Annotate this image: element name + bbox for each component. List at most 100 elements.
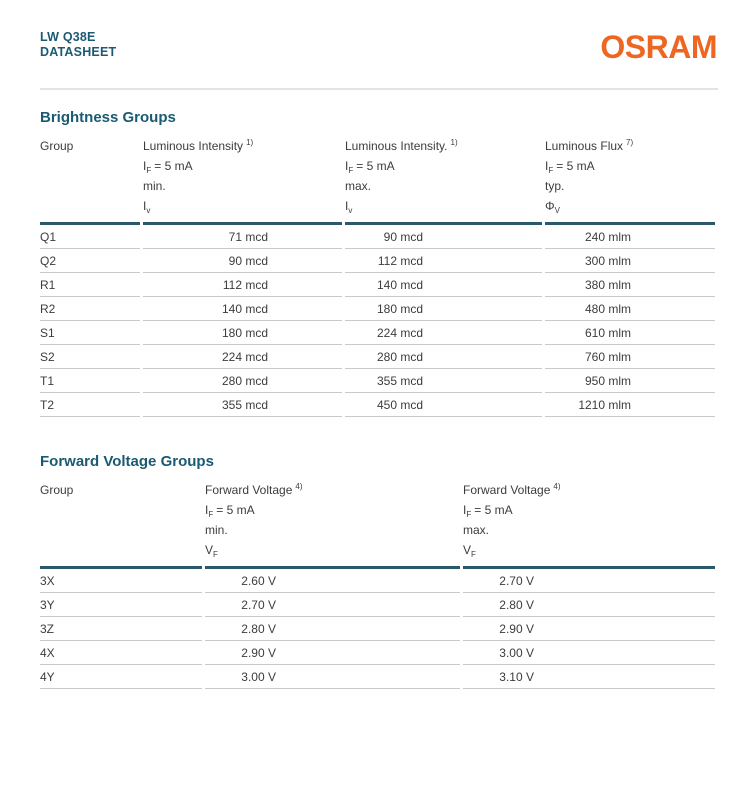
limit-label: max.	[463, 523, 490, 537]
group-cell: 3Y	[40, 593, 202, 617]
column-title: Luminous Intensity.	[345, 139, 448, 153]
document-header: LW Q38E DATASHEET OSRAM	[0, 0, 753, 65]
table-row: Q1 71 mcd 90 mcd 240 mlm	[40, 225, 715, 249]
product-name: LW Q38E	[40, 30, 96, 44]
limit-label: min.	[205, 523, 228, 537]
value-cell: 112 mcd	[222, 277, 268, 292]
value-cell: 2.70 V	[499, 573, 534, 588]
group-cell: R2	[40, 297, 140, 321]
value-cell: 180 mcd	[221, 325, 268, 340]
value-cell: 2.80 V	[499, 597, 534, 612]
value-cell: 480 mlm	[584, 301, 631, 316]
table-row: 4X 2.90 V 3.00 V	[40, 641, 715, 665]
document-title-block: LW Q38E DATASHEET	[40, 30, 116, 60]
column-title: Forward Voltage	[463, 483, 551, 497]
value-cell: 2.90 V	[499, 621, 534, 636]
value-cell: 224 mcd	[221, 349, 268, 364]
group-cell: 3Z	[40, 617, 202, 641]
forward-voltage-header-row: Group Forward Voltage 4) IF = 5 mA min. VF…	[40, 480, 715, 569]
table-row: T2 355 mcd 450 mcd 1210 mlm	[40, 393, 715, 417]
group-cell: S2	[40, 345, 140, 369]
osram-logo: OSRAM	[600, 29, 717, 65]
table-row: R2 140 mcd 180 mcd 480 mlm	[40, 297, 715, 321]
value-cell: 2.70 V	[241, 597, 276, 612]
limit-label: min.	[143, 179, 166, 193]
value-cell: 112 mcd	[377, 253, 423, 268]
quantity-symbol: Iv	[143, 199, 151, 215]
column-title: Luminous Intensity	[143, 139, 244, 153]
column-header-group: Group	[40, 480, 202, 569]
column-header-forward-voltage-min: Forward Voltage 4) IF = 5 mA min. VF	[205, 480, 460, 569]
quantity-symbol: VF	[205, 543, 218, 559]
value-cell: 760 mlm	[584, 349, 631, 364]
column-header-group: Group	[40, 136, 140, 225]
value-cell: 2.90 V	[241, 645, 276, 660]
table-row: S2 224 mcd 280 mcd 760 mlm	[40, 345, 715, 369]
column-header-forward-voltage-max: Forward Voltage 4) IF = 5 mA max. VF	[463, 480, 715, 569]
test-condition: IF = 5 mA	[143, 159, 193, 175]
value-cell: 90 mcd	[383, 229, 423, 244]
column-header-luminous-flux: Luminous Flux 7) IF = 5 mA typ. ΦV	[545, 136, 715, 225]
table-row: S1 180 mcd 224 mcd 610 mlm	[40, 321, 715, 345]
column-title: Luminous Flux	[545, 139, 624, 153]
test-condition: IF = 5 mA	[545, 159, 595, 175]
column-header-luminous-intensity-max: Luminous Intensity. 1) IF = 5 mA max. Iv	[345, 136, 542, 225]
table-row: R1 112 mcd 140 mcd 380 mlm	[40, 273, 715, 297]
value-cell: 300 mlm	[584, 253, 631, 268]
value-cell: 950 mlm	[584, 373, 631, 388]
quantity-symbol: ΦV	[545, 199, 560, 215]
table-row: 3X 2.60 V 2.70 V	[40, 569, 715, 593]
value-cell: 240 mlm	[584, 229, 631, 244]
value-cell: 3.00 V	[499, 645, 534, 660]
table-row: 4Y 3.00 V 3.10 V	[40, 665, 715, 689]
quantity-symbol: Iv	[345, 199, 353, 215]
value-cell: 71 mcd	[228, 229, 268, 244]
value-cell: 355 mcd	[221, 397, 268, 412]
group-cell: 3X	[40, 569, 202, 593]
column-title: Forward Voltage	[205, 483, 293, 497]
value-cell: 224 mcd	[376, 325, 423, 340]
quantity-symbol: VF	[463, 543, 476, 559]
value-cell: 355 mcd	[376, 373, 423, 388]
brightness-header-row: Group Luminous Intensity 1) IF = 5 mA min.…	[40, 136, 715, 225]
value-cell: 90 mcd	[228, 253, 268, 268]
value-cell: 1210 mlm	[578, 397, 631, 412]
forward-voltage-groups-table: Group Forward Voltage 4) IF = 5 mA min. VF…	[37, 480, 718, 689]
group-cell: Q1	[40, 225, 140, 249]
footnote-ref: 4)	[553, 482, 561, 491]
table-row: 3Y 2.70 V 2.80 V	[40, 593, 715, 617]
value-cell: 380 mlm	[584, 277, 631, 292]
test-condition: IF = 5 mA	[205, 503, 255, 519]
table-row: 3Z 2.80 V 2.90 V	[40, 617, 715, 641]
footnote-ref: 7)	[626, 138, 634, 147]
document-type-label: DATASHEET	[40, 45, 117, 59]
footnote-ref: 1)	[246, 138, 254, 147]
value-cell: 140 mcd	[221, 301, 268, 316]
header-divider	[40, 88, 718, 90]
group-cell: Q2	[40, 249, 140, 273]
column-header-luminous-intensity-min: Luminous Intensity 1) IF = 5 mA min. Iv	[143, 136, 342, 225]
group-header-label: Group	[40, 139, 74, 153]
test-condition: IF = 5 mA	[463, 503, 513, 519]
group-cell: 4X	[40, 641, 202, 665]
value-cell: 280 mcd	[221, 373, 268, 388]
group-cell: 4Y	[40, 665, 202, 689]
value-cell: 280 mcd	[376, 349, 423, 364]
group-cell: R1	[40, 273, 140, 297]
value-cell: 610 mlm	[584, 325, 631, 340]
group-cell: T2	[40, 393, 140, 417]
table-row: Q2 90 mcd 112 mcd 300 mlm	[40, 249, 715, 273]
test-condition: IF = 5 mA	[345, 159, 395, 175]
value-cell: 3.10 V	[499, 669, 534, 684]
group-cell: T1	[40, 369, 140, 393]
table-row: T1 280 mcd 355 mcd 950 mlm	[40, 369, 715, 393]
value-cell: 180 mcd	[376, 301, 423, 316]
group-header-label: Group	[40, 483, 74, 497]
value-cell: 140 mcd	[376, 277, 423, 292]
brightness-groups-table: Group Luminous Intensity 1) IF = 5 mA min.…	[37, 136, 718, 417]
footnote-ref: 4)	[295, 482, 303, 491]
footnote-ref: 1)	[450, 138, 458, 147]
value-cell: 2.80 V	[241, 621, 276, 636]
brightness-section-title: Brightness Groups	[40, 109, 176, 126]
